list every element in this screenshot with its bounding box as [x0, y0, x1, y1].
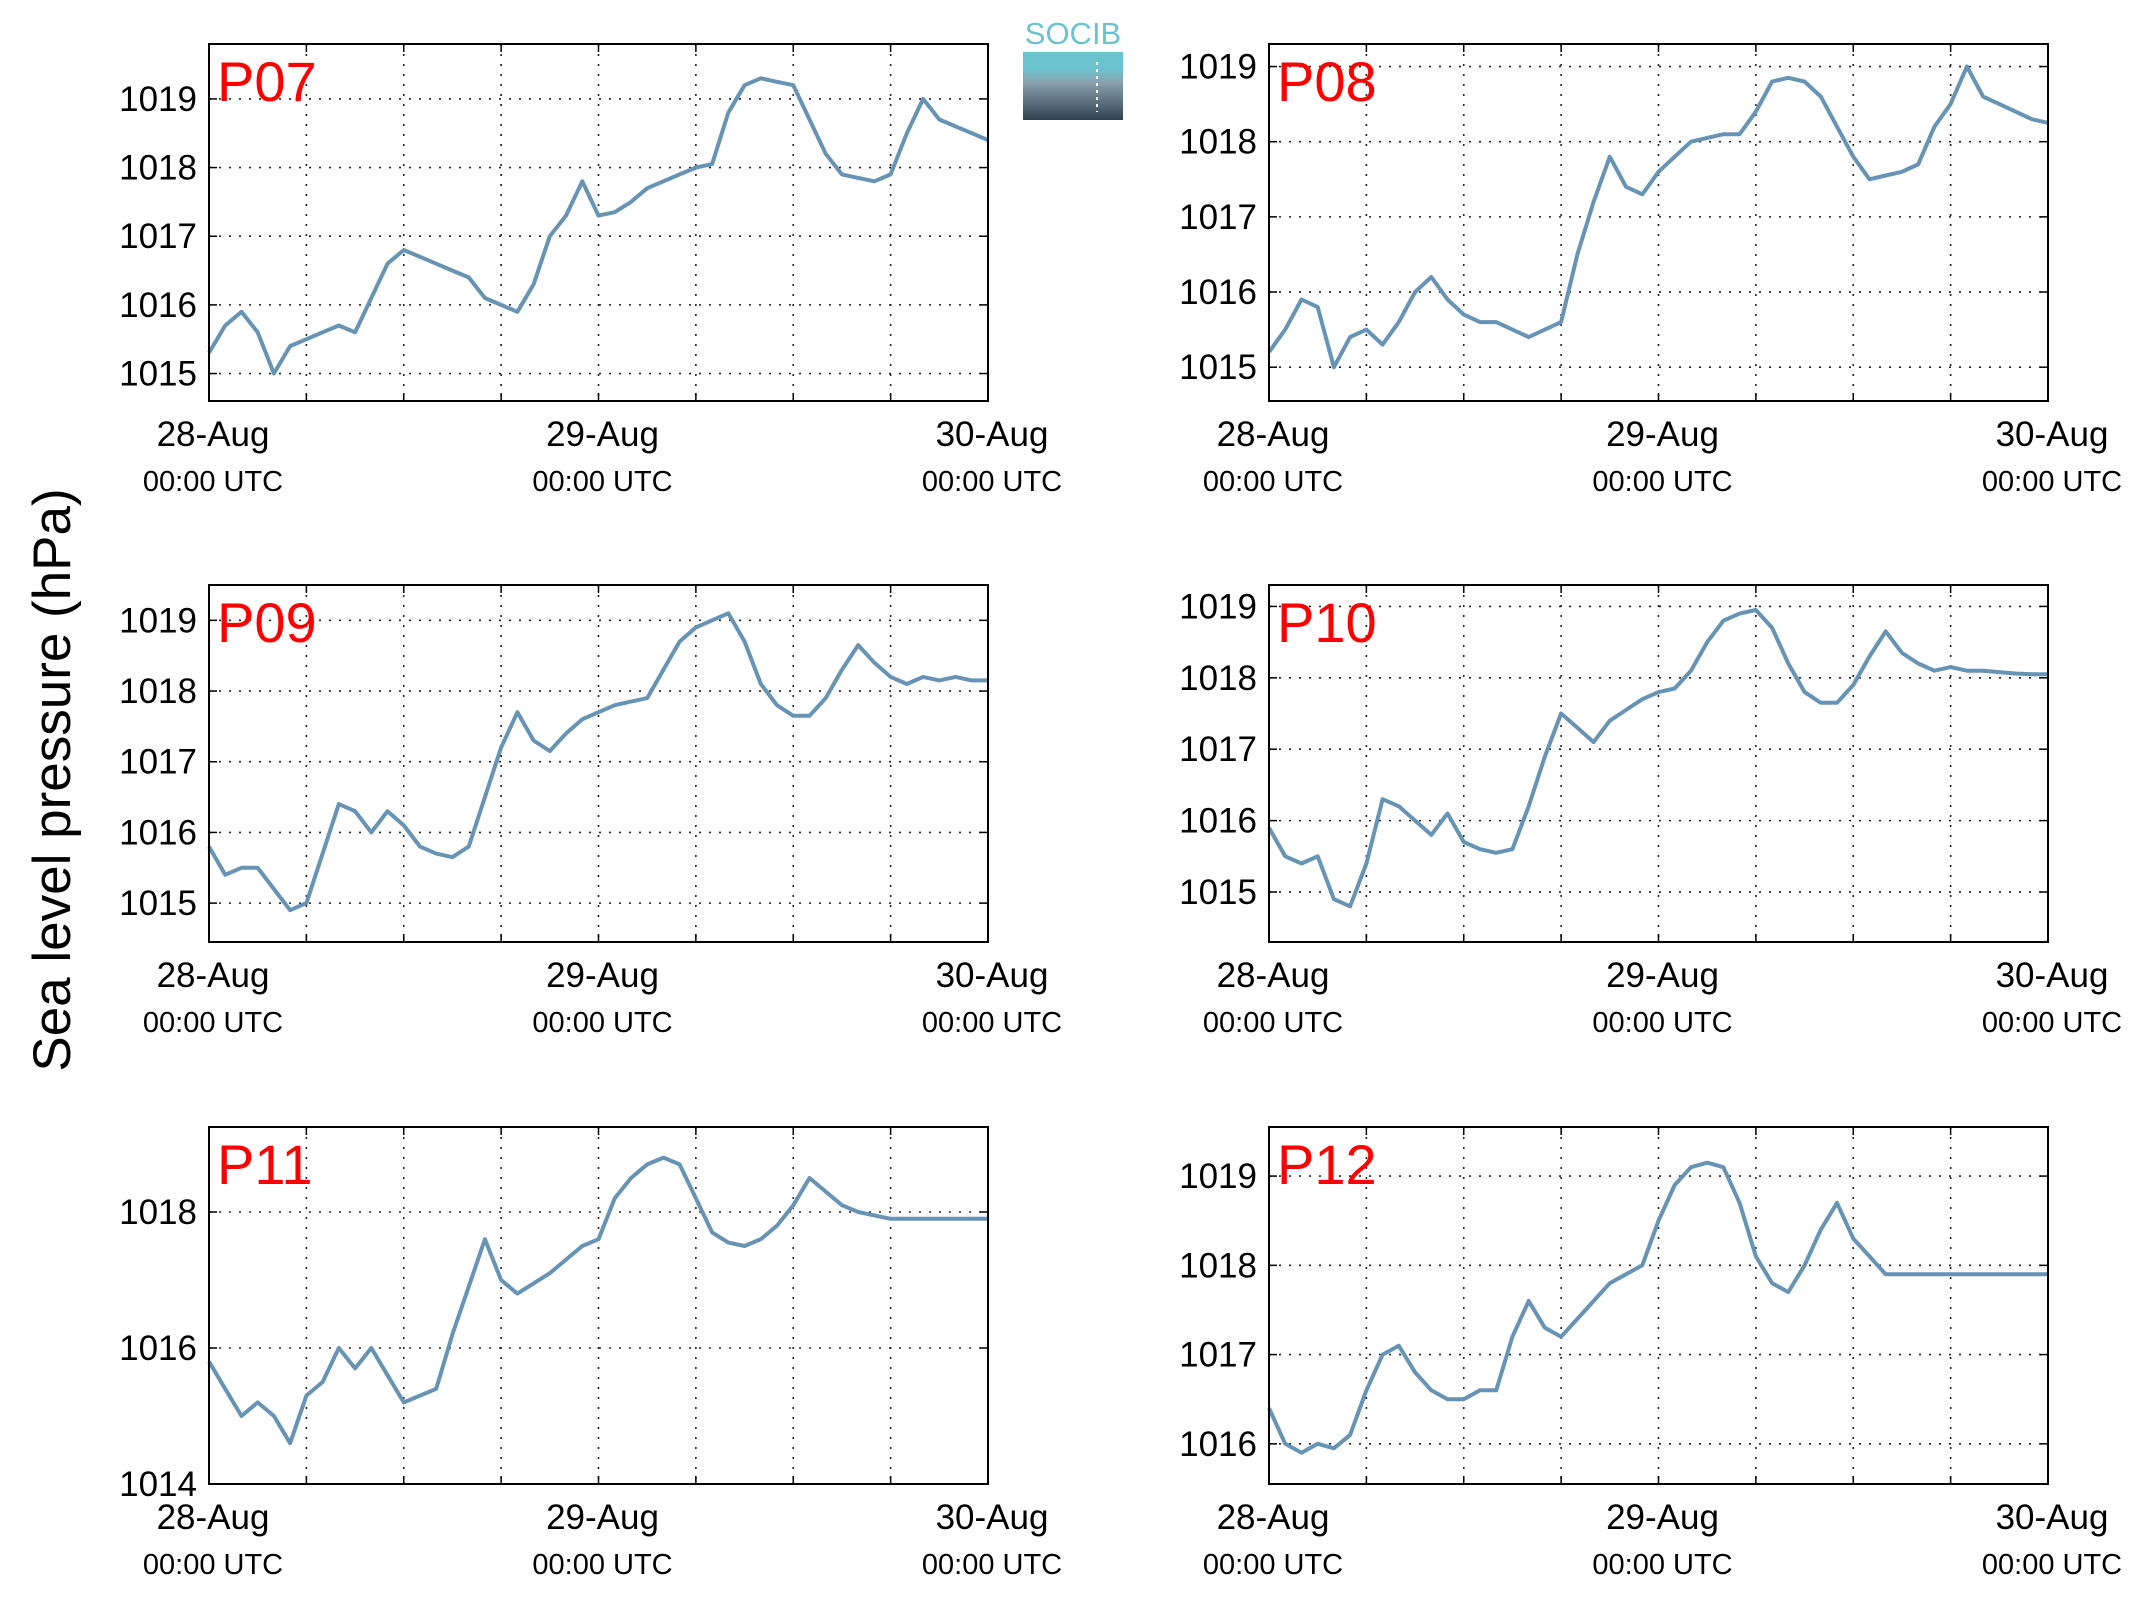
x-tick-time: 00:00 UTC: [1592, 466, 1732, 498]
y-tick-label: 1019: [1179, 1157, 1257, 1196]
x-tick-date: 28-Aug: [1217, 1498, 1330, 1537]
socib-logo: SOCIB: [1023, 16, 1123, 120]
x-tick-date: 30-Aug: [1996, 415, 2109, 454]
x-tick-time: 00:00 UTC: [143, 466, 283, 498]
x-tick-time: 00:00 UTC: [143, 1007, 283, 1039]
y-axis-label: Sea level pressure (hPa): [23, 488, 82, 1071]
plot-frame: [208, 1126, 989, 1485]
y-tick-label: 1018: [1179, 123, 1257, 162]
x-tick-date: 29-Aug: [1606, 415, 1719, 454]
y-tick-label: 1016: [1179, 1425, 1257, 1464]
y-tick-label: 1019: [119, 601, 197, 640]
x-tick-time: 00:00 UTC: [1592, 1549, 1732, 1581]
y-tick-label: 1017: [1179, 730, 1257, 769]
y-tick-label: 1017: [1179, 1336, 1257, 1375]
y-tick-label: 1016: [119, 286, 197, 325]
y-tick-label: 1018: [119, 1193, 197, 1232]
x-tick-time: 00:00 UTC: [143, 1549, 283, 1581]
x-tick-time: 00:00 UTC: [1982, 466, 2122, 498]
plot-frame: [208, 43, 989, 402]
x-tick-time: 00:00 UTC: [1203, 1007, 1343, 1039]
panel-label: P08: [1277, 50, 1377, 113]
y-tick-label: 1015: [1179, 348, 1257, 387]
series-line-p10: [1267, 608, 2048, 909]
plot-frame: [1268, 43, 2049, 402]
y-tick-label: 1018: [1179, 659, 1257, 698]
panel-p09: 1015 1016 1017 1018 1019 P09 28-Aug 00:00 UTC 29…: [119, 584, 1062, 1039]
x-tick-date: 28-Aug: [157, 1498, 270, 1537]
y-tick-label: 1017: [1179, 198, 1257, 237]
x-tick-date: 30-Aug: [1996, 956, 2109, 995]
y-tick-label: 1018: [119, 149, 197, 188]
y-tick-label: 1015: [119, 884, 197, 923]
series-line-p08: [1267, 64, 2049, 370]
y-tick-label: 1016: [1179, 273, 1257, 312]
logo-mark: [1023, 52, 1123, 120]
y-tick-label: 1014: [119, 1465, 197, 1504]
y-tick-label: 1018: [119, 672, 197, 711]
y-tick-label: 1019: [1179, 587, 1257, 626]
panel-p10: 1015 1016 1017 1018 1019 P10 28-Aug 00:00 UTC 29…: [1179, 584, 2122, 1039]
panel-label: P12: [1277, 1133, 1377, 1196]
x-tick-date: 29-Aug: [546, 956, 659, 995]
plot-frame: [1268, 1126, 2049, 1485]
y-tick-label: 1016: [1179, 802, 1257, 841]
x-tick-date: 29-Aug: [1606, 956, 1719, 995]
panel-label: P09: [217, 591, 317, 654]
panel-p12: 1016 1017 1018 1019 P12 28-Aug 00:00 UTC 29-Aug…: [1179, 1126, 2122, 1581]
panel-p11: 1014 1016 1018 P11 28-Aug 00:00 UTC 29-Aug 00:0…: [119, 1126, 1062, 1581]
y-tick-label: 1017: [119, 217, 197, 256]
panel-label: P07: [217, 50, 317, 113]
x-tick-time: 00:00 UTC: [922, 1549, 1062, 1581]
x-tick-date: 30-Aug: [936, 1498, 1049, 1537]
x-tick-time: 00:00 UTC: [532, 1549, 672, 1581]
series-line-p12: [1267, 1160, 2048, 1455]
y-tick-label: 1016: [119, 1329, 197, 1368]
series-line-p11: [207, 1155, 988, 1446]
series-line-p07: [207, 76, 989, 376]
panel-p08: 1015 1016 1017 1018 1019 P08 28-Aug 00:00 UTC 29…: [1179, 43, 2122, 498]
x-tick-date: 30-Aug: [1996, 1498, 2109, 1537]
y-tick-label: 1018: [1179, 1246, 1257, 1285]
plot-frame: [1268, 584, 2049, 943]
x-tick-time: 00:00 UTC: [1982, 1007, 2122, 1039]
x-tick-time: 00:00 UTC: [1203, 1549, 1343, 1581]
x-tick-time: 00:00 UTC: [532, 1007, 672, 1039]
x-tick-time: 00:00 UTC: [922, 1007, 1062, 1039]
y-tick-label: 1016: [119, 813, 197, 852]
x-tick-time: 00:00 UTC: [1592, 1007, 1732, 1039]
x-tick-date: 28-Aug: [1217, 415, 1330, 454]
x-tick-date: 30-Aug: [936, 956, 1049, 995]
x-tick-date: 29-Aug: [546, 1498, 659, 1537]
y-tick-label: 1019: [119, 80, 197, 119]
logo-text: SOCIB: [1025, 16, 1121, 51]
panel-label: P10: [1277, 591, 1377, 654]
x-tick-time: 00:00 UTC: [532, 466, 672, 498]
x-tick-date: 28-Aug: [1217, 956, 1330, 995]
y-tick-label: 1017: [119, 743, 197, 782]
x-tick-time: 00:00 UTC: [1203, 466, 1343, 498]
series-line-p09: [207, 611, 988, 913]
x-tick-date: 28-Aug: [157, 415, 270, 454]
y-tick-label: 1019: [1179, 48, 1257, 87]
x-tick-date: 28-Aug: [157, 956, 270, 995]
y-tick-label: 1015: [1179, 873, 1257, 912]
x-tick-date: 30-Aug: [936, 415, 1049, 454]
x-tick-time: 00:00 UTC: [1982, 1549, 2122, 1581]
panel-p07: 1015 1016 1017 1018 1019 P07 28-Aug 00:00 UTC 29…: [119, 43, 1062, 498]
panel-label: P11: [217, 1133, 312, 1196]
x-tick-date: 29-Aug: [546, 415, 659, 454]
plot-frame: [208, 584, 989, 943]
x-tick-time: 00:00 UTC: [922, 466, 1062, 498]
y-tick-label: 1015: [119, 355, 197, 394]
x-tick-date: 29-Aug: [1606, 1498, 1719, 1537]
